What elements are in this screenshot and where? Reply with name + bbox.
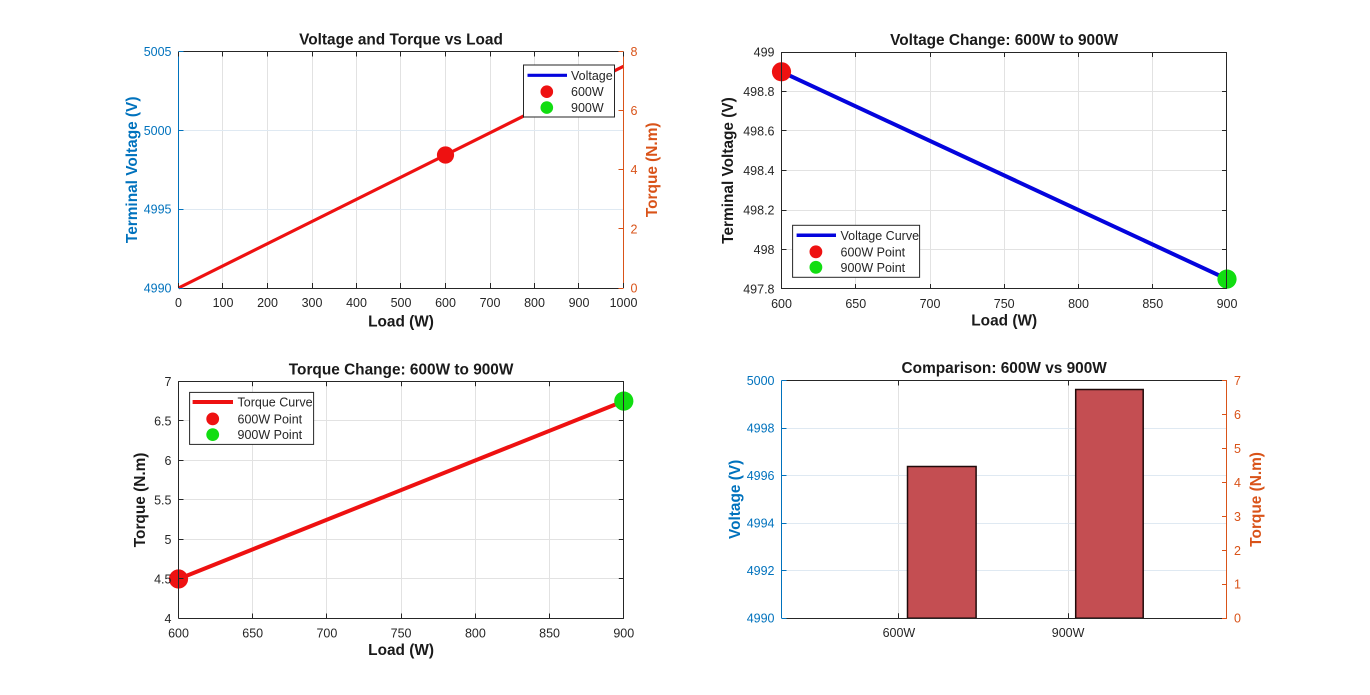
svg-text:600: 600 <box>435 296 456 310</box>
svg-text:900W Point: 900W Point <box>841 261 906 275</box>
svg-text:Voltage Change: 600W to 900W: Voltage Change: 600W to 900W <box>890 32 1119 49</box>
svg-text:4990: 4990 <box>144 282 172 296</box>
svg-text:4: 4 <box>631 163 638 177</box>
svg-text:Comparison: 600W vs 900W: Comparison: 600W vs 900W <box>902 360 1108 377</box>
svg-text:6: 6 <box>165 454 172 468</box>
svg-text:498.4: 498.4 <box>743 164 774 178</box>
svg-text:Load (W): Load (W) <box>368 642 434 659</box>
svg-text:700: 700 <box>920 297 941 311</box>
svg-text:4.5: 4.5 <box>154 573 171 587</box>
svg-text:900W: 900W <box>1052 626 1085 640</box>
svg-text:7: 7 <box>165 375 172 389</box>
svg-text:Terminal Voltage (V): Terminal Voltage (V) <box>124 97 141 244</box>
svg-text:600: 600 <box>168 627 189 641</box>
svg-text:7: 7 <box>1234 374 1241 388</box>
svg-text:Voltage: Voltage <box>571 69 613 83</box>
svg-text:498: 498 <box>754 243 775 257</box>
svg-text:750: 750 <box>391 627 412 641</box>
svg-text:0: 0 <box>631 282 638 296</box>
svg-text:498.6: 498.6 <box>743 125 774 139</box>
svg-text:5000: 5000 <box>144 124 172 138</box>
svg-text:498.2: 498.2 <box>743 204 774 218</box>
svg-text:4995: 4995 <box>144 203 172 217</box>
svg-text:0: 0 <box>1234 612 1241 626</box>
svg-text:5005: 5005 <box>144 45 172 59</box>
svg-text:700: 700 <box>480 296 501 310</box>
svg-text:650: 650 <box>845 297 866 311</box>
svg-text:700: 700 <box>316 627 337 641</box>
svg-text:4: 4 <box>1234 476 1241 490</box>
svg-text:200: 200 <box>257 296 278 310</box>
svg-text:900: 900 <box>613 627 634 641</box>
svg-text:Voltage Curve: Voltage Curve <box>841 229 920 243</box>
svg-text:1000: 1000 <box>610 296 638 310</box>
svg-text:5000: 5000 <box>747 374 775 388</box>
svg-text:850: 850 <box>1142 297 1163 311</box>
svg-text:0: 0 <box>175 296 182 310</box>
svg-text:Terminal Voltage (V): Terminal Voltage (V) <box>720 97 737 244</box>
svg-text:6.5: 6.5 <box>154 414 171 428</box>
svg-text:5.5: 5.5 <box>154 493 171 507</box>
svg-text:600W Point: 600W Point <box>238 412 303 426</box>
svg-text:600W Point: 600W Point <box>841 245 906 259</box>
svg-text:600W: 600W <box>571 85 604 99</box>
svg-text:497.8: 497.8 <box>743 283 774 297</box>
svg-text:Load (W): Load (W) <box>971 313 1037 330</box>
svg-text:2: 2 <box>1234 544 1241 558</box>
svg-text:Voltage and Torque vs Load: Voltage and Torque vs Load <box>299 32 503 49</box>
svg-text:900W: 900W <box>571 101 604 115</box>
svg-text:800: 800 <box>465 627 486 641</box>
svg-text:1: 1 <box>1234 578 1241 592</box>
svg-text:4: 4 <box>165 612 172 626</box>
svg-text:900: 900 <box>1217 297 1238 311</box>
svg-text:600W: 600W <box>883 626 916 640</box>
svg-text:4990: 4990 <box>747 612 775 626</box>
svg-text:2: 2 <box>631 222 638 236</box>
svg-text:6: 6 <box>631 104 638 118</box>
svg-text:Torque Curve: Torque Curve <box>238 396 313 410</box>
svg-text:Load (W): Load (W) <box>368 314 434 331</box>
svg-text:900: 900 <box>569 296 590 310</box>
svg-text:4998: 4998 <box>747 422 775 436</box>
svg-text:3: 3 <box>1234 510 1241 524</box>
svg-text:Torque Change: 600W to 900W: Torque Change: 600W to 900W <box>289 362 514 379</box>
svg-text:8: 8 <box>631 45 638 59</box>
svg-text:Torque (N.m): Torque (N.m) <box>132 453 149 548</box>
svg-text:5: 5 <box>165 533 172 547</box>
svg-text:600: 600 <box>771 297 792 311</box>
svg-text:300: 300 <box>302 296 323 310</box>
svg-text:5: 5 <box>1234 442 1241 456</box>
svg-text:6: 6 <box>1234 408 1241 422</box>
svg-text:Torque (N.m): Torque (N.m) <box>644 122 661 217</box>
svg-text:500: 500 <box>391 296 412 310</box>
svg-text:800: 800 <box>524 296 545 310</box>
svg-text:100: 100 <box>213 296 234 310</box>
svg-text:4994: 4994 <box>747 517 775 531</box>
svg-text:4996: 4996 <box>747 469 775 483</box>
svg-text:498.8: 498.8 <box>743 85 774 99</box>
svg-text:400: 400 <box>346 296 367 310</box>
svg-text:650: 650 <box>242 627 263 641</box>
svg-text:750: 750 <box>994 297 1015 311</box>
svg-text:850: 850 <box>539 627 560 641</box>
svg-text:Torque (N.m): Torque (N.m) <box>1248 452 1265 547</box>
svg-text:Voltage (V): Voltage (V) <box>727 460 744 539</box>
svg-text:800: 800 <box>1068 297 1089 311</box>
svg-text:499: 499 <box>754 46 775 60</box>
svg-text:900W Point: 900W Point <box>238 428 303 442</box>
svg-text:4992: 4992 <box>747 564 775 578</box>
